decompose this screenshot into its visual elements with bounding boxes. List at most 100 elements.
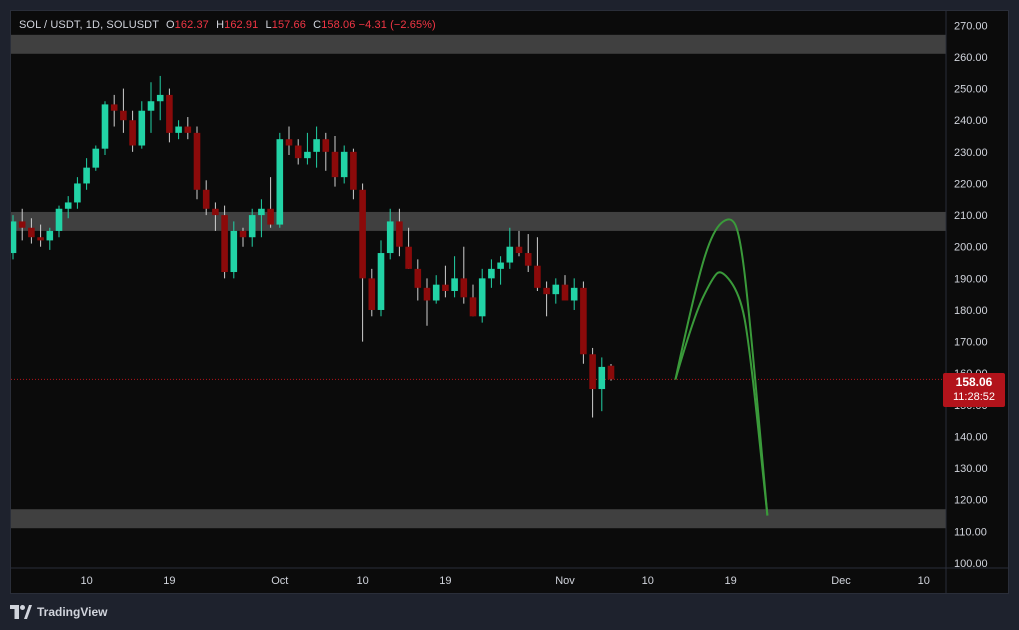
candle-45 xyxy=(423,287,431,301)
y-tick-label: 270.00 xyxy=(954,20,988,32)
candle-6 xyxy=(64,202,72,209)
tradingview-logo-icon xyxy=(10,605,32,619)
close-label: C xyxy=(313,19,322,31)
candle-11 xyxy=(110,104,118,111)
candle-59 xyxy=(552,284,560,295)
x-tick-label: 10 xyxy=(356,575,368,587)
candle-7 xyxy=(74,183,81,203)
candle-23 xyxy=(221,215,228,273)
last-price-tag: 158.06 11:28:52 xyxy=(943,373,1005,407)
candle-26 xyxy=(248,215,256,238)
high-label: H xyxy=(216,19,225,31)
x-tick-label: 19 xyxy=(439,575,451,587)
candle-62 xyxy=(580,287,587,355)
candle-21 xyxy=(202,189,210,209)
candle-35 xyxy=(331,151,339,178)
x-tick-label: Dec xyxy=(831,575,851,587)
x-tick-label: 19 xyxy=(163,575,175,587)
candle-64 xyxy=(598,366,606,390)
candle-8 xyxy=(83,167,90,184)
price-chart[interactable]: 270.00 260.00 250.00 240.00 230.00 220.00 210.… xyxy=(11,11,1009,594)
candle-22 xyxy=(212,208,219,216)
y-tick-label: 250.00 xyxy=(954,84,988,96)
candle-43 xyxy=(405,246,412,269)
x-tick-label: 10 xyxy=(80,575,92,587)
price-zone-2 xyxy=(11,509,946,529)
candle-54 xyxy=(506,246,514,263)
y-tick-label: 170.00 xyxy=(954,337,988,349)
candle-15 xyxy=(147,101,155,111)
y-tick-label: 140.00 xyxy=(954,431,988,443)
candle-50 xyxy=(469,297,477,317)
candle-30 xyxy=(285,139,293,146)
candle-39 xyxy=(368,278,376,310)
candle-65 xyxy=(607,365,615,380)
candle-49 xyxy=(460,278,468,298)
x-tick-label: 10 xyxy=(918,575,930,587)
symbol-legend: SOL / USDT, 1D, SOLUSDT O162.37 H162.91 … xyxy=(19,19,436,31)
candle-25 xyxy=(239,230,247,238)
last-price-value: 158.06 xyxy=(955,375,993,389)
y-tick-label: 130.00 xyxy=(954,463,988,475)
candle-12 xyxy=(120,110,127,121)
candle-9 xyxy=(92,148,100,168)
candle-3 xyxy=(37,237,44,241)
candle-28 xyxy=(267,208,274,225)
tradingview-branding[interactable]: TradingView xyxy=(10,601,107,623)
high-value: 162.91 xyxy=(224,19,259,31)
candle-53 xyxy=(497,262,504,269)
candle-58 xyxy=(543,287,550,295)
candle-16 xyxy=(156,94,164,102)
price-zone-1 xyxy=(11,211,946,231)
candle-46 xyxy=(432,284,440,301)
open-label: O xyxy=(166,19,175,31)
x-tick-label: 10 xyxy=(642,575,654,587)
brand-name: TradingView xyxy=(37,605,108,619)
y-tick-label: 100.00 xyxy=(954,558,988,570)
candle-36 xyxy=(340,151,348,178)
candle-5 xyxy=(55,208,63,231)
symbol-title: SOL / USDT, 1D, SOLUSDT xyxy=(19,19,159,31)
candle-17 xyxy=(166,94,173,133)
candle-57 xyxy=(534,265,541,288)
y-tick-label: 260.00 xyxy=(954,52,988,64)
candle-19 xyxy=(184,126,192,133)
candle-37 xyxy=(350,151,357,190)
candle-20 xyxy=(193,132,201,190)
y-tick-label: 120.00 xyxy=(954,495,988,507)
y-tick-label: 220.00 xyxy=(954,178,988,190)
candle-0 xyxy=(11,221,17,254)
candle-47 xyxy=(442,284,449,291)
candle-55 xyxy=(515,246,523,254)
price-zone-0 xyxy=(11,34,946,54)
candle-61 xyxy=(570,287,578,301)
candle-32 xyxy=(304,151,311,159)
candle-4 xyxy=(46,230,54,241)
candle-13 xyxy=(129,120,136,146)
candle-63 xyxy=(589,354,596,390)
candle-38 xyxy=(359,189,366,279)
y-tick-label: 180.00 xyxy=(954,305,988,317)
open-value: 162.37 xyxy=(174,19,209,31)
candle-24 xyxy=(230,230,238,273)
chart-frame[interactable]: 270.00 260.00 250.00 240.00 230.00 220.00 210.… xyxy=(10,10,1009,594)
bar-countdown: 11:28:52 xyxy=(952,391,995,403)
change-value: −4.31 (−2.65%) xyxy=(358,19,436,31)
candle-52 xyxy=(488,268,495,279)
candle-33 xyxy=(313,139,320,152)
candle-51 xyxy=(478,278,486,317)
projection-curve-1 xyxy=(674,271,769,516)
close-value: 158.06 xyxy=(321,19,356,31)
candle-42 xyxy=(396,221,403,247)
x-tick-label: Oct xyxy=(271,575,288,587)
candle-41 xyxy=(386,221,394,254)
candle-27 xyxy=(258,208,265,216)
y-tick-label: 230.00 xyxy=(954,147,988,159)
candle-40 xyxy=(377,253,385,310)
candle-29 xyxy=(276,139,284,225)
candle-10 xyxy=(101,104,109,149)
low-value: 157.66 xyxy=(271,19,306,31)
candle-60 xyxy=(561,284,569,301)
candle-34 xyxy=(322,139,330,152)
candle-56 xyxy=(524,253,532,266)
